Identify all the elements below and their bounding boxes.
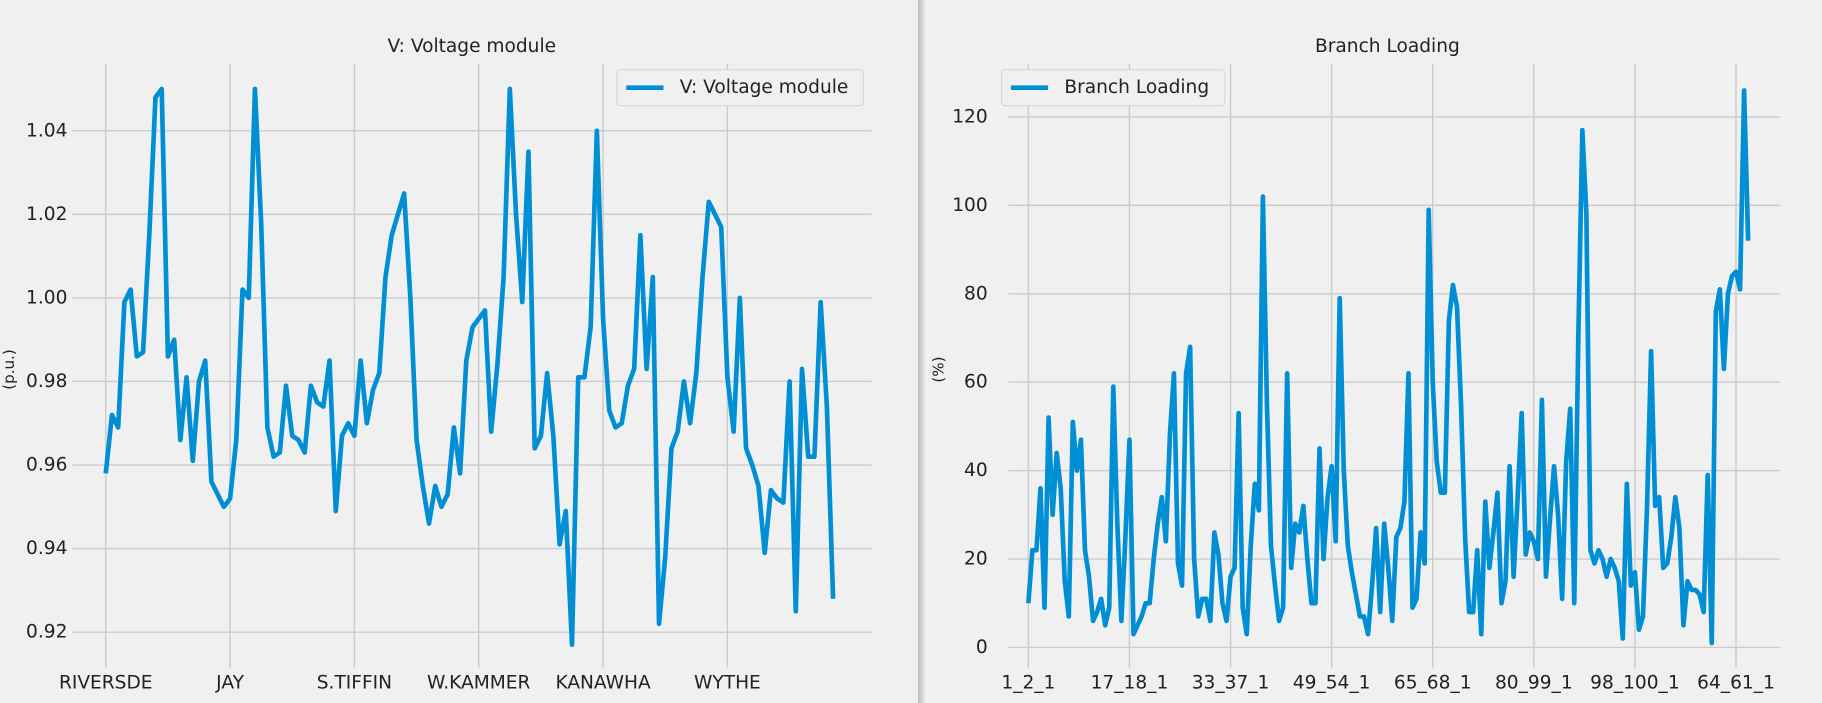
x-tick-label: 64_61_1 — [1697, 673, 1775, 694]
legend: Branch Loading — [1001, 69, 1226, 107]
chart-title: V: Voltage module — [387, 36, 556, 57]
chart-title: Branch Loading — [1315, 36, 1460, 57]
y-axis-label: (p.u.) — [0, 349, 18, 390]
y-tick-label: 0 — [976, 637, 988, 658]
y-tick-label: 80 — [964, 283, 988, 304]
y-tick-label: 1.00 — [26, 287, 67, 308]
data-line — [1026, 88, 1751, 646]
y-tick-label: 60 — [964, 372, 988, 393]
x-tick-label: S.TIFFIN — [317, 673, 392, 694]
legend-box — [616, 69, 864, 107]
y-tick-label: 1.02 — [26, 204, 67, 225]
x-tick-label: 17_18_1 — [1091, 673, 1169, 694]
splitter[interactable] — [917, 0, 925, 703]
legend-label: V: Voltage module — [680, 77, 849, 98]
x-tick-label: 33_37_1 — [1192, 673, 1270, 694]
y-tick-label: 1.04 — [26, 120, 67, 141]
y-axis-label: (%) — [929, 356, 947, 382]
x-tick-label: RIVERSDE — [59, 673, 153, 694]
y-tick-label: 0.94 — [26, 538, 67, 559]
legend: V: Voltage module — [616, 69, 864, 107]
x-tick-label: 80_99_1 — [1495, 673, 1573, 694]
y-tick-label: 0.98 — [26, 371, 67, 392]
x-tick-label: KANAWHA — [555, 673, 650, 694]
legend-box — [1001, 69, 1226, 107]
y-tick-label: 40 — [964, 460, 988, 481]
y-tick-label: 0.96 — [26, 455, 67, 476]
x-tick-label: 65_68_1 — [1394, 673, 1472, 694]
x-tick-label: W.KAMMER — [427, 673, 531, 694]
x-tick-label: WYTHE — [694, 673, 761, 694]
y-tick-label: 0.92 — [26, 622, 67, 643]
legend-label: Branch Loading — [1064, 77, 1209, 98]
y-tick-label: 20 — [964, 549, 988, 570]
y-tick-label: 120 — [952, 106, 987, 127]
y-tick-label: 100 — [952, 195, 987, 216]
data-line — [103, 86, 836, 648]
x-tick-label: 1_2_1 — [1001, 673, 1055, 694]
x-tick-label: 49_54_1 — [1293, 673, 1371, 694]
x-tick-label: JAY — [215, 673, 244, 694]
x-tick-label: 98_100_1 — [1590, 673, 1679, 694]
